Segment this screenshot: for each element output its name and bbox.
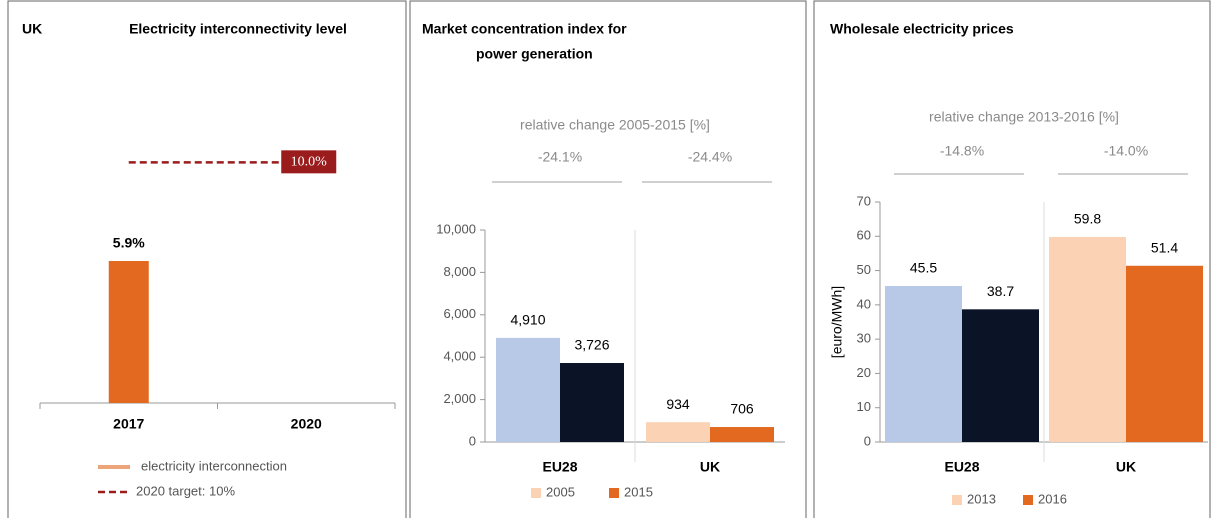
bar	[646, 422, 710, 442]
bar	[885, 286, 962, 442]
change-label: -14.8%	[940, 143, 984, 159]
y-axis-label: [euro/MWh]	[829, 286, 845, 358]
bar	[560, 363, 624, 442]
legend-label: electricity interconnection	[141, 458, 287, 473]
data-label: 934	[666, 396, 690, 412]
data-label: 38.7	[987, 283, 1014, 299]
data-label: 706	[730, 401, 754, 417]
chart-title: Electricity interconnectivity level	[129, 21, 347, 37]
y-tick-label: 60	[857, 228, 871, 243]
data-label: 59.8	[1074, 211, 1101, 227]
x-tick-label: UK	[700, 459, 720, 475]
bar	[1049, 236, 1126, 442]
y-tick-label: 20	[857, 365, 871, 380]
data-label: 45.5	[910, 260, 937, 276]
bar	[496, 337, 560, 442]
data-label: 51.4	[1151, 239, 1178, 255]
y-tick-label: 8,000	[443, 264, 476, 279]
change-label: -14.0%	[1104, 143, 1148, 159]
y-tick-label: 30	[857, 331, 871, 346]
bar	[710, 427, 774, 442]
panel-label: UK	[22, 21, 42, 37]
y-tick-label: 40	[857, 296, 871, 311]
x-tick-label: EU28	[944, 459, 979, 475]
panel	[813, 0, 1211, 518]
annotation: relative change 2005-2015 [%]	[520, 117, 710, 133]
y-tick-label: 10,000	[436, 221, 476, 236]
x-tick-label: 2017	[113, 416, 144, 432]
y-tick-label: 50	[857, 262, 871, 277]
annotation: relative change 2013-2016 [%]	[929, 109, 1119, 125]
legend-label: 2015	[624, 484, 653, 499]
x-tick-label: EU28	[542, 459, 577, 475]
legend-swatch	[531, 488, 541, 498]
chart-title: power generation	[476, 46, 593, 62]
target-label-box	[281, 150, 337, 174]
legend-swatch	[1023, 495, 1033, 505]
x-tick-label: 2020	[291, 416, 322, 432]
panel	[7, 0, 407, 518]
bar	[962, 309, 1039, 442]
chart-title: Wholesale electricity prices	[830, 21, 1014, 37]
data-label: 3,726	[574, 337, 609, 353]
change-label: -24.1%	[538, 149, 582, 165]
data-label: 5.9%	[113, 235, 145, 251]
legend-label: 2016	[1038, 491, 1067, 506]
y-tick-label: 10	[857, 399, 871, 414]
legend-label: 2013	[967, 491, 996, 506]
legend-label: 2005	[546, 484, 575, 499]
y-tick-label: 2,000	[443, 391, 476, 406]
legend-swatch	[952, 495, 962, 505]
bar	[1126, 265, 1203, 442]
bar	[108, 261, 149, 403]
y-tick-label: 4,000	[443, 349, 476, 364]
change-label: -24.4%	[688, 149, 732, 165]
data-label: 4,910	[510, 312, 545, 328]
y-tick-label: 70	[857, 193, 871, 208]
y-tick-label: 0	[864, 433, 871, 448]
legend-swatch	[609, 488, 619, 498]
chart-title: Market concentration index for	[422, 21, 627, 37]
y-tick-label: 6,000	[443, 306, 476, 321]
y-tick-label: 0	[469, 433, 476, 448]
legend-label: 2020 target: 10%	[136, 483, 235, 498]
panel	[409, 0, 807, 518]
target-label: 10.0%	[291, 155, 328, 170]
x-tick-label: UK	[1116, 459, 1136, 475]
